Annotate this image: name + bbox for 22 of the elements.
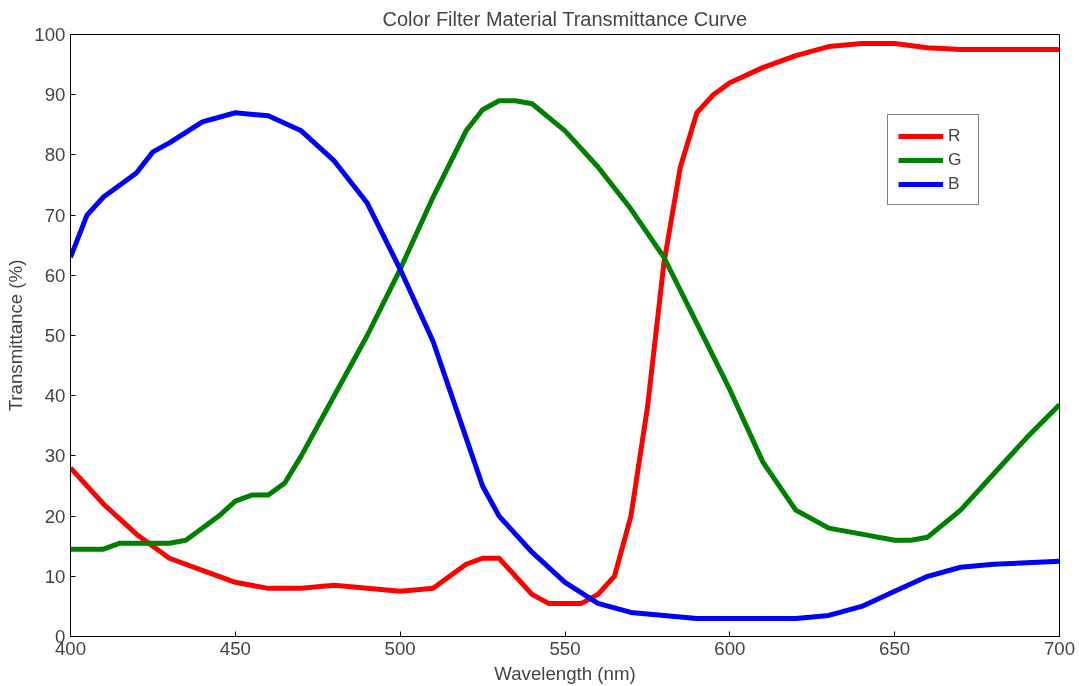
x-tick-label: 450: [219, 637, 251, 659]
y-axis-title: Transmittance (%): [5, 259, 27, 412]
y-tick-label: 30: [44, 445, 66, 467]
y-tick-label: 80: [44, 144, 66, 166]
x-tick-label: 650: [879, 637, 911, 659]
y-tick-label: 20: [44, 505, 66, 527]
x-axis-title: Wavelength (nm): [494, 662, 636, 684]
y-tick-label: 70: [44, 204, 66, 226]
y-tick-label: 100: [34, 24, 66, 45]
x-tick-label: 700: [1043, 637, 1076, 659]
legend-label: B: [948, 173, 961, 194]
legend-label: R: [948, 125, 962, 146]
y-tick-label: 60: [44, 264, 66, 286]
y-tick-label: 10: [44, 565, 66, 587]
y-tick-label: 90: [44, 84, 66, 106]
chart-title: Color Filter Material Transmittance Curve: [382, 7, 748, 30]
y-tick-label: 40: [44, 385, 66, 407]
x-tick-label: 500: [384, 637, 416, 659]
y-tick-label: 50: [44, 325, 66, 346]
x-tick-label: 550: [549, 637, 581, 659]
legend-label: G: [948, 149, 963, 170]
x-tick-label: 600: [714, 637, 746, 659]
